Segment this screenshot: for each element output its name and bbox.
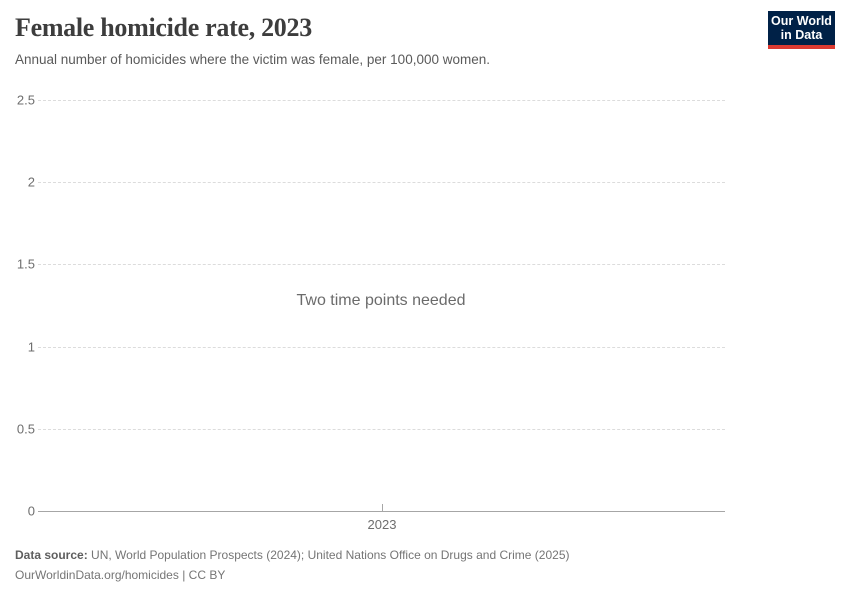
y-gridline bbox=[38, 264, 725, 266]
y-axis-tick-label: 0.5 bbox=[16, 421, 35, 437]
x-axis-tick-mark bbox=[382, 504, 383, 511]
chart-subtitle: Annual number of homicides where the vic… bbox=[15, 52, 490, 67]
chart-title: Female homicide rate, 2023 bbox=[15, 13, 312, 42]
y-gridline bbox=[38, 182, 725, 184]
y-axis-tick-label: 0 bbox=[27, 503, 35, 519]
y-gridline bbox=[38, 100, 725, 101]
datasource-label: Data source: bbox=[15, 548, 88, 562]
y-axis-tick-label: 2.5 bbox=[16, 92, 35, 108]
owid-logo-line1: Our World bbox=[771, 14, 832, 28]
x-axis-tick-label: 2023 bbox=[367, 517, 397, 532]
y-axis-tick-label: 1 bbox=[27, 339, 35, 355]
owid-logo-line2: in Data bbox=[780, 28, 823, 42]
footer-separator: | bbox=[178, 568, 189, 582]
x-axis-line bbox=[38, 511, 725, 512]
owid-logo[interactable]: Our World in Data bbox=[768, 11, 835, 49]
y-axis-tick-label: 2 bbox=[27, 174, 35, 190]
owid-url-link[interactable]: OurWorldinData.org/homicides bbox=[15, 568, 179, 582]
y-gridline bbox=[38, 346, 725, 348]
license-link[interactable]: CC BY bbox=[188, 568, 226, 582]
datasource-line: Data source: UN, World Population Prospe… bbox=[15, 548, 569, 562]
y-gridline bbox=[38, 428, 725, 430]
footer-links-line: OurWorldinData.org/homicides | CC BY bbox=[15, 568, 225, 582]
datasource-text: UN, World Population Prospects (2024); U… bbox=[87, 548, 570, 562]
empty-state-message: Two time points needed bbox=[296, 292, 466, 309]
y-axis-tick-label: 1.5 bbox=[16, 256, 35, 272]
